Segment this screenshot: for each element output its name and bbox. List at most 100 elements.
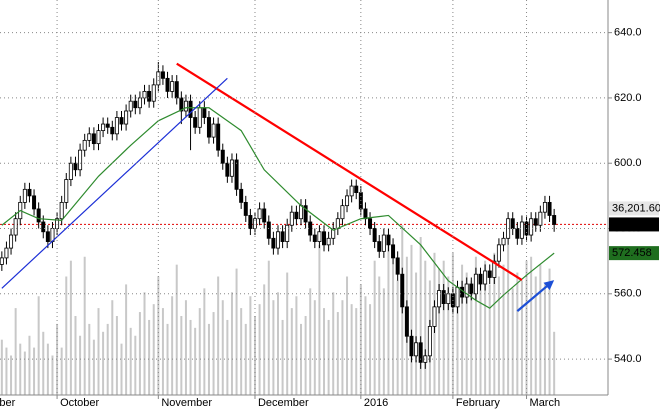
volume-bar	[415, 272, 418, 395]
volume-bar	[189, 319, 192, 395]
candle-body	[197, 107, 202, 128]
candle-body	[515, 228, 520, 239]
x-tick-label: November	[161, 397, 212, 409]
candle-body	[229, 159, 234, 177]
x-tick-label: February	[456, 397, 501, 409]
volume-bar	[88, 323, 91, 395]
candle-body	[464, 283, 469, 298]
volume-bar	[60, 347, 63, 395]
candle-body	[441, 290, 446, 304]
arrow-head	[543, 280, 555, 291]
volume-bar	[378, 276, 381, 395]
volume-bar	[382, 288, 385, 395]
candle-body	[202, 107, 207, 118]
arrow-shaft	[516, 283, 551, 312]
volume-bar	[184, 300, 187, 395]
volume-bar	[125, 284, 128, 395]
candle-body	[188, 100, 193, 118]
volume-bar	[392, 264, 395, 395]
x-tick-label: March	[530, 397, 561, 409]
candle-body	[496, 244, 501, 262]
ma-label: 572.458	[612, 247, 652, 259]
volume-bar	[520, 280, 523, 395]
volume-bar	[203, 288, 206, 395]
candle-body	[165, 77, 170, 92]
candle-body	[193, 117, 198, 128]
candle-body	[354, 185, 359, 194]
volume-bar	[111, 300, 114, 395]
candle-body	[91, 133, 96, 145]
volume-bar	[497, 276, 500, 395]
volume-bar	[42, 331, 45, 395]
volume-bar	[230, 292, 233, 395]
x-tick-label: ber	[0, 397, 16, 409]
volume-bar	[502, 264, 505, 395]
volume-bar	[350, 304, 353, 395]
candle-body	[41, 221, 46, 233]
volume-bar	[102, 331, 105, 395]
volume-bar	[23, 351, 26, 395]
volume-bar	[258, 304, 261, 395]
candle-body	[266, 221, 271, 239]
volume-bar	[212, 312, 215, 395]
candle-body	[432, 306, 437, 327]
volume-bar	[534, 276, 537, 395]
volume-bar	[304, 316, 307, 395]
candle-body	[391, 244, 396, 259]
volume-bar	[19, 343, 22, 395]
candle-body	[423, 355, 428, 363]
candle-body	[22, 188, 27, 203]
candle-body	[289, 211, 294, 226]
candle-body	[174, 81, 179, 99]
volume-bar	[553, 331, 556, 395]
candle-body	[82, 139, 87, 151]
volume-bar	[221, 300, 224, 395]
volume-bar	[530, 256, 533, 395]
volume-bar	[244, 323, 247, 395]
volume-bar	[479, 276, 482, 395]
volume-bar	[419, 237, 422, 395]
candle-body	[487, 270, 492, 278]
volume-bar	[180, 316, 183, 395]
x-tick-label: December	[258, 397, 309, 409]
volume-bar	[226, 319, 229, 395]
x-tick-label: October	[60, 397, 99, 409]
candle-body	[114, 117, 119, 135]
candle-body	[73, 162, 78, 171]
volume-bar	[369, 304, 372, 395]
volume-bar	[175, 264, 178, 395]
volume-bar	[253, 316, 256, 395]
y-tick-label: 540.0	[614, 353, 642, 365]
volume-bar	[424, 260, 427, 395]
candle-body	[409, 335, 414, 357]
volume-bar	[309, 288, 312, 395]
candle-body	[542, 201, 547, 213]
volume-bar	[438, 268, 441, 395]
candle-body	[377, 241, 382, 252]
candle-body	[248, 215, 253, 229]
candle-body	[547, 201, 552, 216]
volume-bar	[465, 272, 468, 395]
volume-bar	[51, 355, 54, 395]
volume-bar	[461, 264, 464, 395]
candle-body	[271, 237, 276, 249]
volume-bar	[115, 316, 118, 395]
candle-body	[455, 286, 460, 308]
candle-body	[303, 205, 308, 223]
volume-bar	[286, 272, 289, 395]
candle-body	[124, 110, 129, 125]
candle-body	[294, 211, 299, 220]
volume-bar	[14, 308, 17, 395]
candle-body	[179, 97, 184, 112]
volume-bar	[387, 237, 390, 395]
candle-body	[381, 234, 386, 252]
volume-bar	[359, 284, 362, 395]
candle-body	[128, 100, 133, 112]
volume-bar	[539, 264, 542, 395]
candle-body	[510, 218, 515, 229]
candle-body	[0, 257, 4, 265]
volume-bar	[281, 319, 284, 395]
volume-bar	[97, 308, 100, 395]
volume-bar	[267, 260, 270, 395]
candle-body	[216, 123, 221, 151]
